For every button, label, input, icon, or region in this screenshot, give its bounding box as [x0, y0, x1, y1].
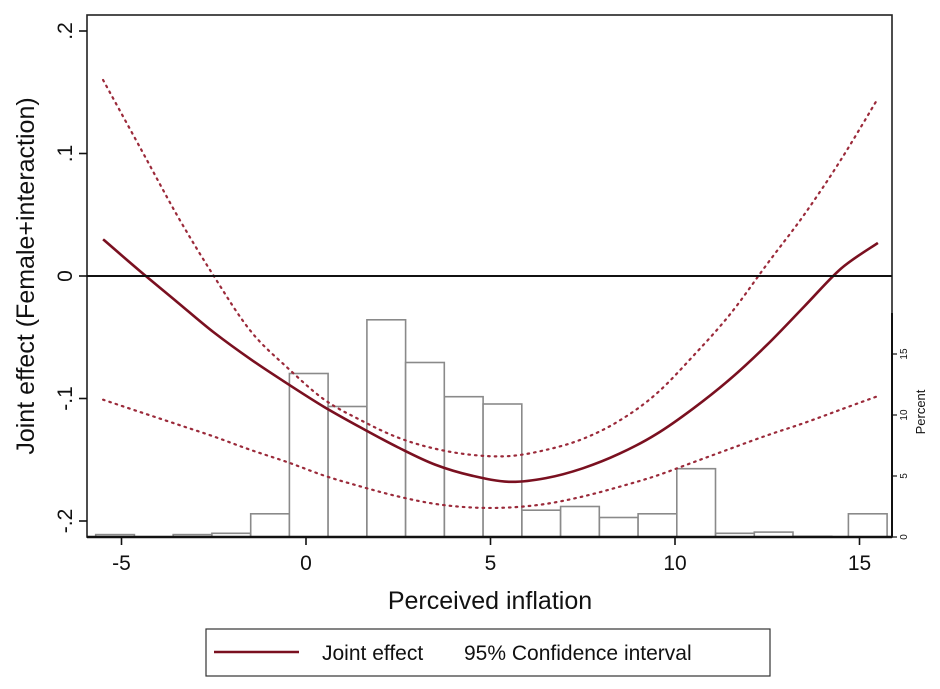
- histogram: [94, 318, 888, 538]
- right-axis-title: Percent: [913, 389, 928, 434]
- y-tick-label: -.2: [54, 509, 77, 534]
- series-95-ci-lower: [102, 395, 879, 510]
- histogram-bar-9: [443, 395, 484, 538]
- series-lines: [102, 78, 879, 510]
- y-tick-label: 0: [54, 270, 77, 282]
- histogram-bar-20: [847, 512, 888, 538]
- y-tick-label: -.1: [54, 386, 77, 411]
- y-axis-title: Joint effect (Female+interaction): [12, 97, 40, 454]
- legend-label-confidence-interval: 95% Confidence interval: [464, 642, 692, 665]
- series-95-ci-upper: [102, 78, 879, 458]
- x-tick-label: 0: [300, 552, 312, 575]
- histogram-bar-7: [366, 318, 407, 538]
- histogram-bar-8: [404, 361, 446, 538]
- legend-box: [205, 628, 771, 677]
- histogram-bar-10: [482, 403, 523, 538]
- right-tick-label: 15: [899, 348, 910, 360]
- x-tick-label: 10: [663, 552, 686, 575]
- histogram-bar-14: [637, 512, 678, 538]
- histogram-bar-13: [598, 516, 639, 538]
- histogram-bar-12: [559, 505, 601, 538]
- series-joint-effect: [102, 238, 879, 484]
- histogram-bar-11: [521, 509, 562, 538]
- x-tick-label: 15: [848, 552, 871, 575]
- x-tick-label: 5: [485, 552, 497, 575]
- right-tick-label: 0: [899, 534, 910, 540]
- x-axis-title: Perceived inflation: [388, 587, 592, 615]
- y-axis-ticks: .2 .1 0 -.1 -.2: [54, 22, 87, 533]
- histogram-bar-5: [288, 372, 329, 538]
- x-tick-label: -5: [112, 552, 131, 575]
- histogram-bar-4: [249, 512, 291, 538]
- right-tick-label: 5: [899, 473, 910, 479]
- histogram-bar-6: [327, 405, 368, 538]
- x-axis-ticks: -5 0 5 10 15: [112, 537, 871, 575]
- y-tick-label: .1: [54, 145, 77, 163]
- right-axis-ticks: 0 5 10 15: [892, 348, 910, 540]
- legend-label-joint-effect: Joint effect: [322, 642, 423, 665]
- legend: Joint effect 95% Confidence interval: [205, 628, 771, 677]
- y-tick-label: .2: [54, 22, 77, 40]
- right-tick-label: 10: [899, 409, 910, 421]
- histogram-bar-15: [675, 467, 717, 538]
